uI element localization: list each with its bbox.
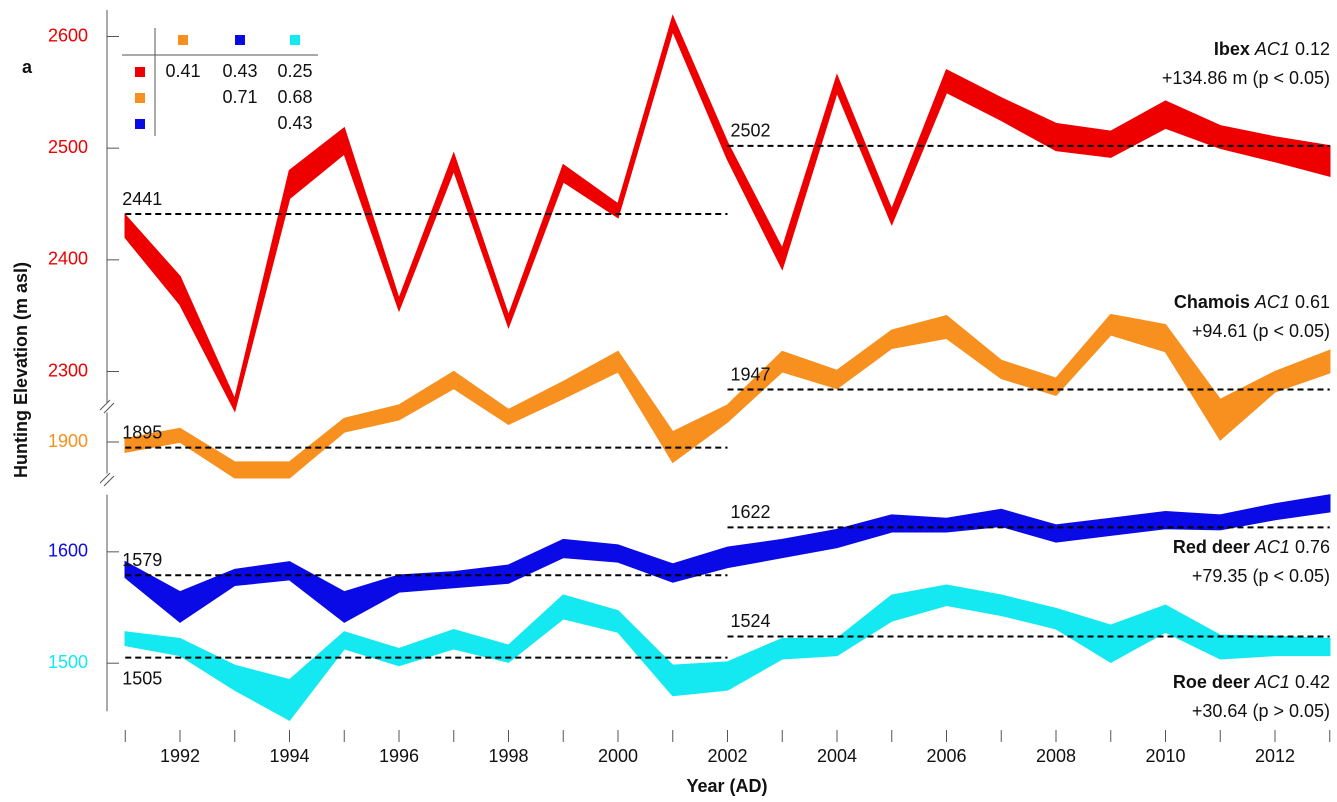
x-tick-label: 1994 bbox=[269, 746, 309, 766]
y-tick-label: 1500 bbox=[48, 652, 88, 672]
corr-column-key bbox=[235, 35, 245, 45]
significance: (p < 0.05) bbox=[1252, 68, 1330, 88]
mean-label: 1579 bbox=[122, 550, 162, 570]
significance: (p < 0.05) bbox=[1252, 566, 1330, 586]
corr-value: 0.41 bbox=[165, 61, 200, 81]
correlation-grid bbox=[122, 28, 318, 136]
series-name: Roe deer bbox=[1173, 672, 1250, 692]
corr-row-key bbox=[135, 119, 145, 129]
ac1-value: 0.61 bbox=[1295, 292, 1330, 312]
ac1-label: AC1 bbox=[1254, 537, 1290, 557]
mean-label: 2441 bbox=[122, 189, 162, 209]
mean-label: 1895 bbox=[122, 422, 162, 442]
axis-breaks bbox=[99, 399, 115, 487]
x-tick-label: 2006 bbox=[926, 746, 966, 766]
x-tick-label: 2008 bbox=[1036, 746, 1076, 766]
x-tick-label: 1992 bbox=[160, 746, 200, 766]
corr-row-key bbox=[135, 93, 145, 103]
x-tick-label: 1996 bbox=[379, 746, 419, 766]
series-name: Red deer bbox=[1173, 537, 1250, 557]
trend-annotation: +30.64 (p > 0.05) bbox=[1192, 701, 1330, 721]
mean-label: 1524 bbox=[731, 611, 771, 631]
ac1-label: AC1 bbox=[1254, 39, 1290, 59]
x-tick-label: 2010 bbox=[1145, 746, 1185, 766]
significance: (p < 0.05) bbox=[1252, 321, 1330, 341]
mean-label: 1947 bbox=[731, 364, 771, 384]
y-tick-label: 1600 bbox=[48, 541, 88, 561]
series-name: Ibex bbox=[1214, 39, 1250, 59]
y-tick-label: 2300 bbox=[48, 360, 88, 380]
panel-label: a bbox=[22, 57, 33, 77]
trend: +94.61 bbox=[1192, 321, 1248, 341]
ac1-label: AC1 bbox=[1254, 672, 1290, 692]
ac1-value: 0.76 bbox=[1295, 537, 1330, 557]
x-tick-label: 2004 bbox=[817, 746, 857, 766]
y-tick-label: 1900 bbox=[48, 431, 88, 451]
corr-value: 0.71 bbox=[222, 87, 257, 107]
series-annotation: Red deer AC1 0.76 bbox=[1173, 537, 1330, 557]
series-annotation: Roe deer AC1 0.42 bbox=[1173, 672, 1330, 692]
corr-value: 0.25 bbox=[277, 61, 312, 81]
band bbox=[124, 494, 1331, 623]
mean-label: 1622 bbox=[731, 502, 771, 522]
trend-annotation: +79.35 (p < 0.05) bbox=[1192, 566, 1330, 586]
mean-label: 2502 bbox=[731, 121, 771, 141]
ac1-value: 0.12 bbox=[1295, 39, 1330, 59]
ac1-value: 0.42 bbox=[1295, 672, 1330, 692]
x-tick-label: 2012 bbox=[1255, 746, 1295, 766]
trend: +134.86 m bbox=[1162, 68, 1248, 88]
trend: +79.35 bbox=[1192, 566, 1248, 586]
y-axis-title: Hunting Elevation (m asl) bbox=[11, 262, 31, 478]
series-name: Chamois bbox=[1174, 292, 1250, 312]
corr-value: 0.68 bbox=[277, 87, 312, 107]
corr-value: 0.43 bbox=[222, 61, 257, 81]
significance: (p > 0.05) bbox=[1252, 701, 1330, 721]
x-axis-title: Year (AD) bbox=[686, 776, 767, 796]
x-tick-label: 2000 bbox=[598, 746, 638, 766]
corr-column-key bbox=[178, 35, 188, 45]
corr-row-key bbox=[135, 67, 145, 77]
mean-label: 1505 bbox=[122, 668, 162, 688]
band bbox=[124, 313, 1331, 479]
trend-annotation: +94.61 (p < 0.05) bbox=[1192, 321, 1330, 341]
corr-value: 0.43 bbox=[277, 113, 312, 133]
trend-annotation: +134.86 m (p < 0.05) bbox=[1162, 68, 1330, 88]
x-tick-label: 2002 bbox=[707, 746, 747, 766]
x-tick-label: 1998 bbox=[488, 746, 528, 766]
ac1-label: AC1 bbox=[1254, 292, 1290, 312]
trend: +30.64 bbox=[1192, 701, 1248, 721]
series-annotation: Ibex AC1 0.12 bbox=[1214, 39, 1330, 59]
band bbox=[124, 14, 1331, 413]
y-tick-label: 2500 bbox=[48, 137, 88, 157]
band bbox=[124, 584, 1331, 721]
y-tick-label: 2600 bbox=[48, 25, 88, 45]
series-annotation: Chamois AC1 0.61 bbox=[1174, 292, 1330, 312]
corr-column-key bbox=[290, 35, 300, 45]
y-tick-label: 2400 bbox=[48, 249, 88, 269]
